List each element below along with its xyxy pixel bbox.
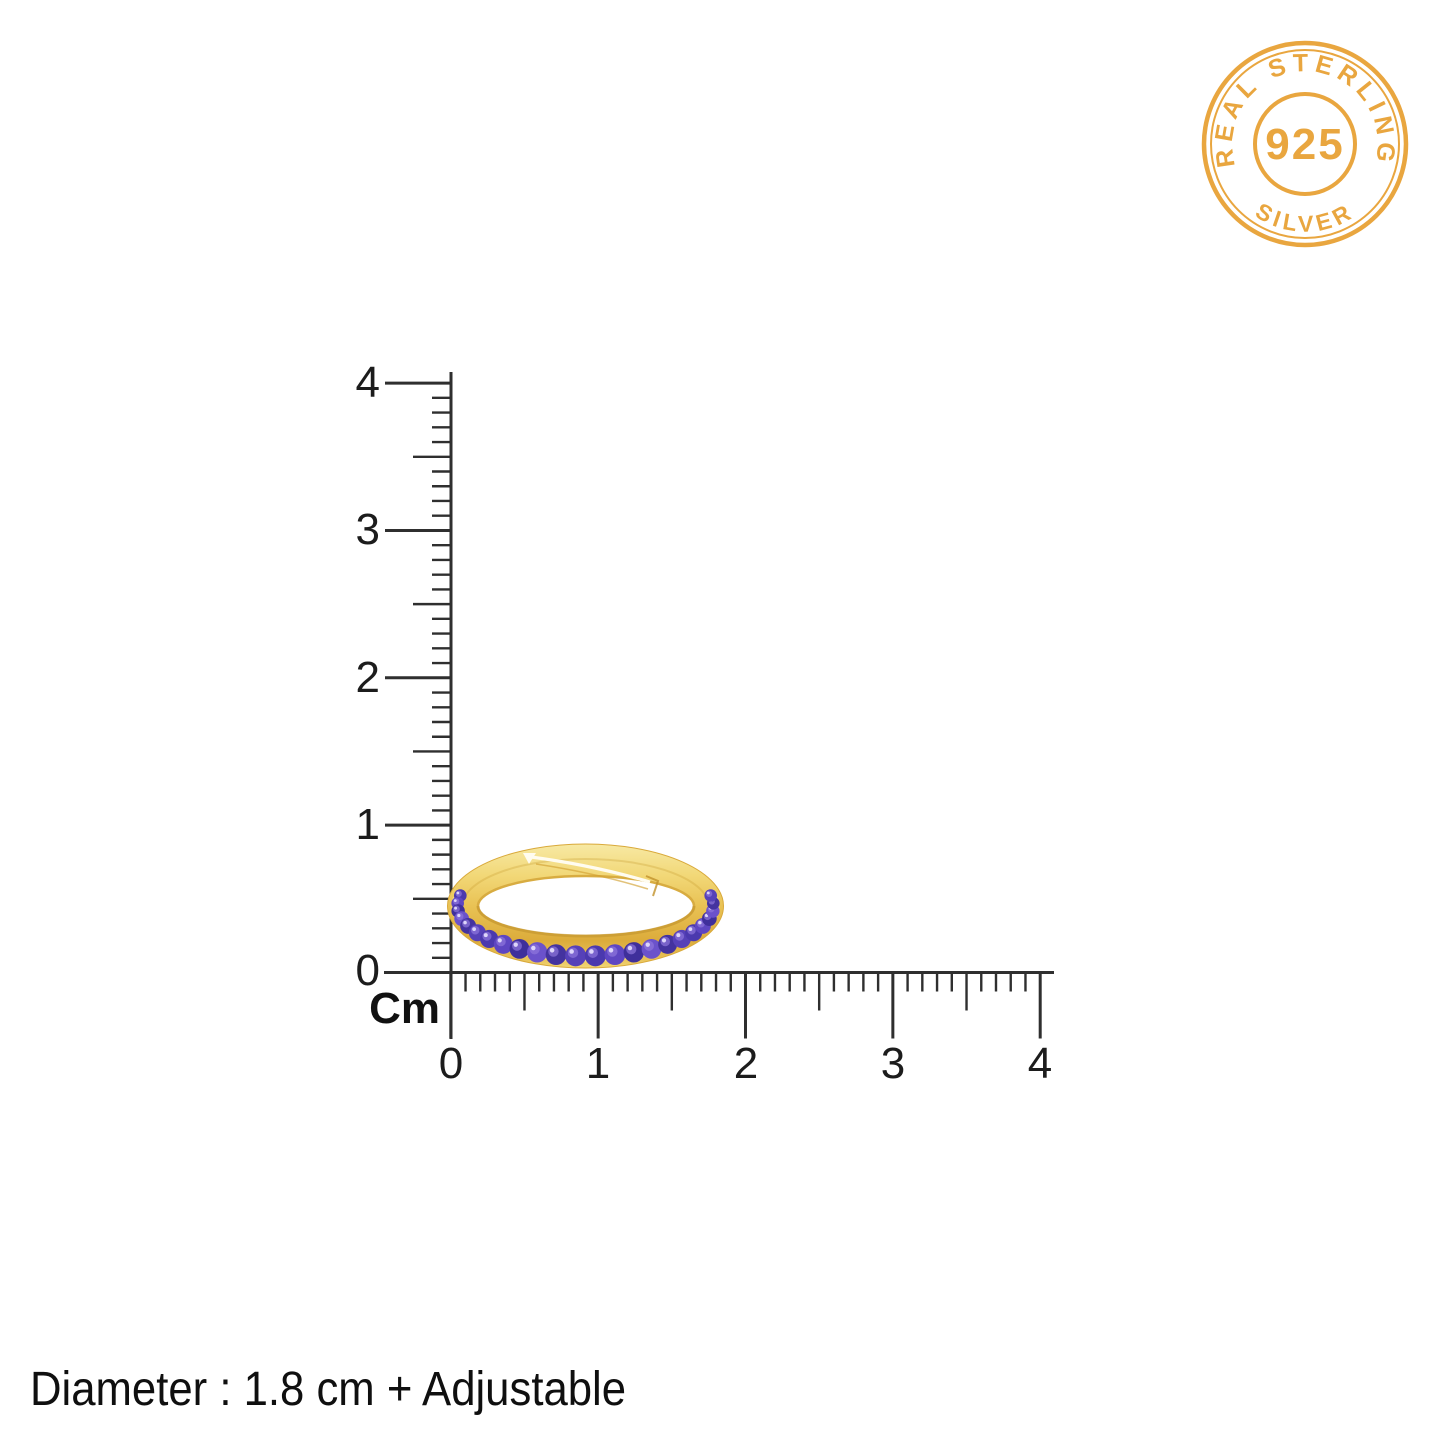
hole-inner-shadow xyxy=(476,905,696,938)
vruler-label-1: 1 xyxy=(355,800,380,849)
vruler-label-2: 2 xyxy=(355,653,380,702)
badge-center-text: 925 xyxy=(1265,120,1344,169)
diameter-caption: Diameter : 1.8 cm + Adjustable xyxy=(30,1363,627,1416)
slit-notch xyxy=(523,853,536,864)
vruler-label-4: 4 xyxy=(355,358,380,407)
badge-outer-ring xyxy=(1201,40,1409,248)
ring-photo xyxy=(447,843,724,969)
ruler-unit-label: Cm xyxy=(369,984,440,1033)
slit-step xyxy=(645,875,660,897)
hruler-label-1: 1 xyxy=(585,1039,611,1088)
cm-ruler xyxy=(384,372,1054,1039)
hruler-label-3: 3 xyxy=(880,1039,906,1088)
badge-inner-circle xyxy=(1253,92,1357,196)
badge-outer-ring-2 xyxy=(1210,49,1400,239)
hruler-label-4: 4 xyxy=(1027,1039,1053,1088)
adjustable-slit xyxy=(530,855,651,884)
hruler-label-2: 2 xyxy=(733,1039,759,1088)
vruler-label-3: 3 xyxy=(355,505,380,554)
adjustable-slit-shadow xyxy=(535,863,649,890)
vruler-label-0: 0 xyxy=(355,946,380,995)
hruler-label-0: 0 xyxy=(438,1039,464,1088)
sterling-silver-badge: REAL STERLING 925 SILVER xyxy=(1201,40,1409,248)
pave-stones xyxy=(451,889,720,967)
